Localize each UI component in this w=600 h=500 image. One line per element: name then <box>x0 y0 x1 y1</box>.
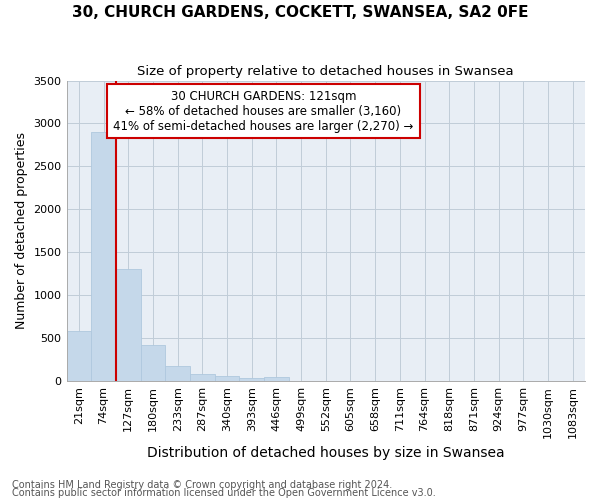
Bar <box>190 374 215 381</box>
Bar <box>140 345 165 381</box>
Bar <box>165 366 190 381</box>
Text: 30, CHURCH GARDENS, COCKETT, SWANSEA, SA2 0FE: 30, CHURCH GARDENS, COCKETT, SWANSEA, SA… <box>72 5 528 20</box>
Bar <box>91 132 116 381</box>
Bar <box>67 331 91 381</box>
Bar <box>215 376 239 381</box>
Text: Contains HM Land Registry data © Crown copyright and database right 2024.: Contains HM Land Registry data © Crown c… <box>12 480 392 490</box>
Text: 30 CHURCH GARDENS: 121sqm
← 58% of detached houses are smaller (3,160)
41% of se: 30 CHURCH GARDENS: 121sqm ← 58% of detac… <box>113 90 414 132</box>
Title: Size of property relative to detached houses in Swansea: Size of property relative to detached ho… <box>137 65 514 78</box>
Bar <box>264 376 289 381</box>
Bar <box>116 270 140 381</box>
Y-axis label: Number of detached properties: Number of detached properties <box>15 132 28 329</box>
Bar <box>239 378 264 381</box>
X-axis label: Distribution of detached houses by size in Swansea: Distribution of detached houses by size … <box>147 446 505 460</box>
Text: Contains public sector information licensed under the Open Government Licence v3: Contains public sector information licen… <box>12 488 436 498</box>
